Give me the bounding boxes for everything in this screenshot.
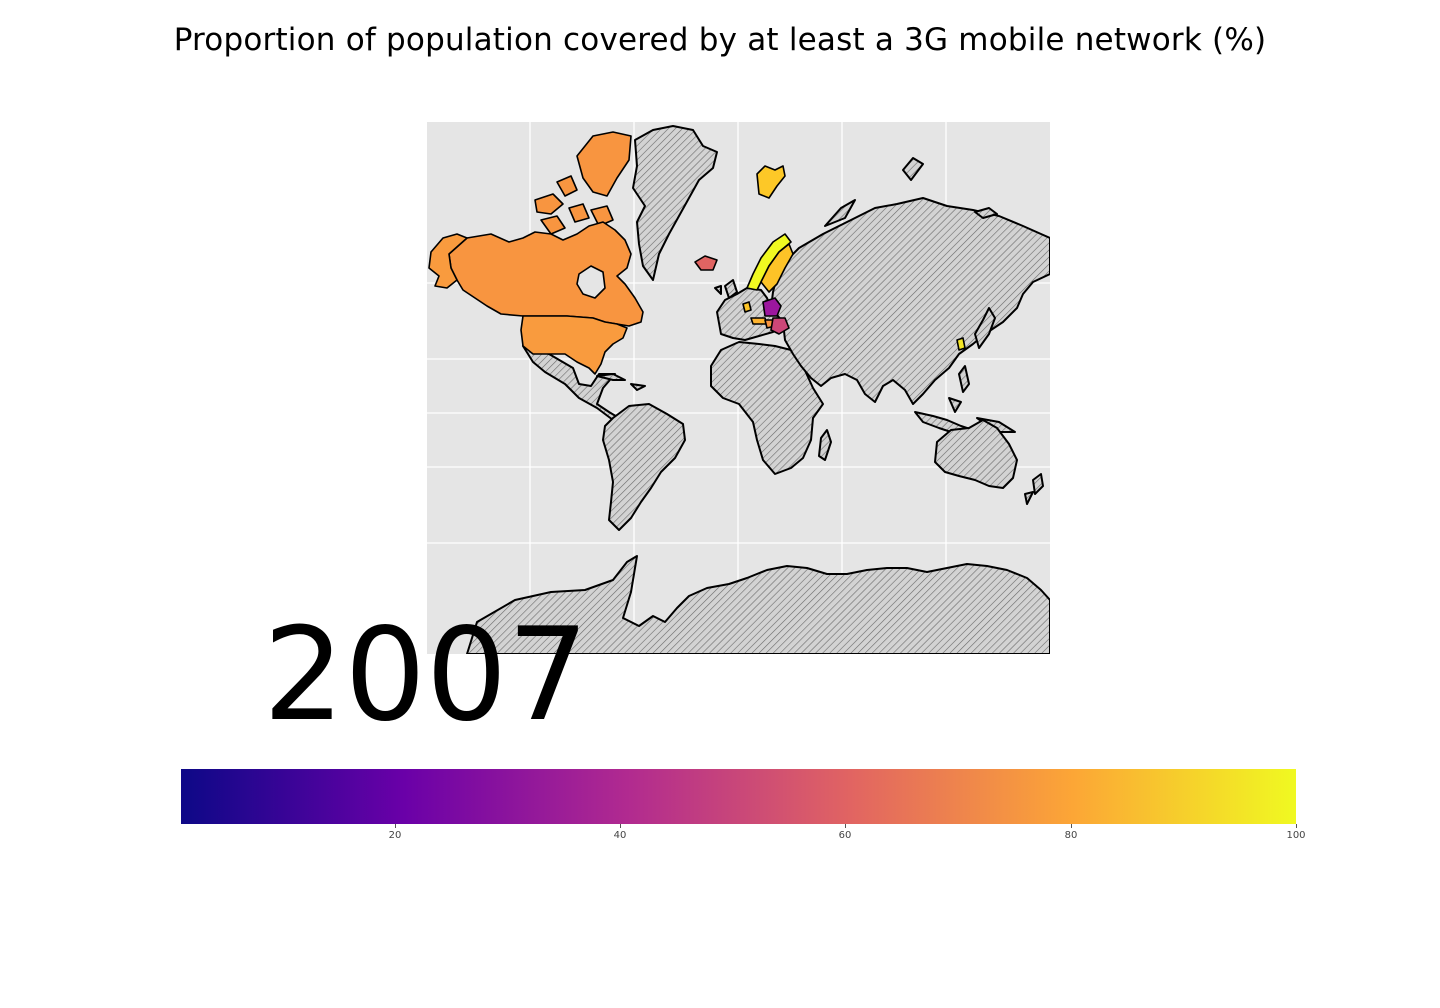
chart-title: Proportion of population covered by at l… [173,22,1267,58]
south-korea-shape [956,337,966,351]
colorbar [181,769,1296,824]
colorbar-tick-mark [1071,824,1072,828]
colorbar-tick-mark [620,824,621,828]
russia-islands-shape [824,157,998,227]
colorbar-tick-label: 40 [613,830,627,841]
colorbar-tick-mark [395,824,396,828]
year-label: 2007 [263,601,589,750]
iceland-shape [694,255,718,271]
poland-shape [762,297,782,317]
antarctica-shape [466,555,1050,654]
norway-shape [746,233,792,291]
sweden-shape [760,243,794,293]
colorbar-tick-label: 80 [1064,830,1078,841]
colorbar-tick-mark [1296,824,1297,828]
canada-islands [534,131,632,235]
colorbar-tick-label: 20 [388,830,402,841]
new-zealand-shape [1024,473,1044,505]
south-america-shape [602,403,686,531]
philippines-shape [958,365,970,393]
madagascar-shape [818,429,832,461]
map-canvas [427,122,1050,654]
caribbean-shape [596,373,646,391]
uk-shape [714,279,738,299]
greenland-shape [632,125,718,281]
colorbar-tick-label: 60 [838,830,852,841]
alaska-shape [428,233,468,289]
australia-shape [934,419,1018,489]
colorbar-tick-label: 100 [1286,830,1306,841]
asia-shape [770,197,1050,405]
hudson-bay [576,265,606,299]
canada-mainland [448,221,644,327]
colored-countries [428,131,966,375]
usa-shape [520,315,628,375]
svalbard-shape [756,165,786,199]
mexico-shape [522,345,626,423]
romania-shape [770,317,790,335]
africa-shape [710,341,824,475]
japan-shape [974,307,996,349]
world-map [427,122,1050,654]
colorbar-tick-mark [845,824,846,828]
belgium-shape [742,301,752,313]
